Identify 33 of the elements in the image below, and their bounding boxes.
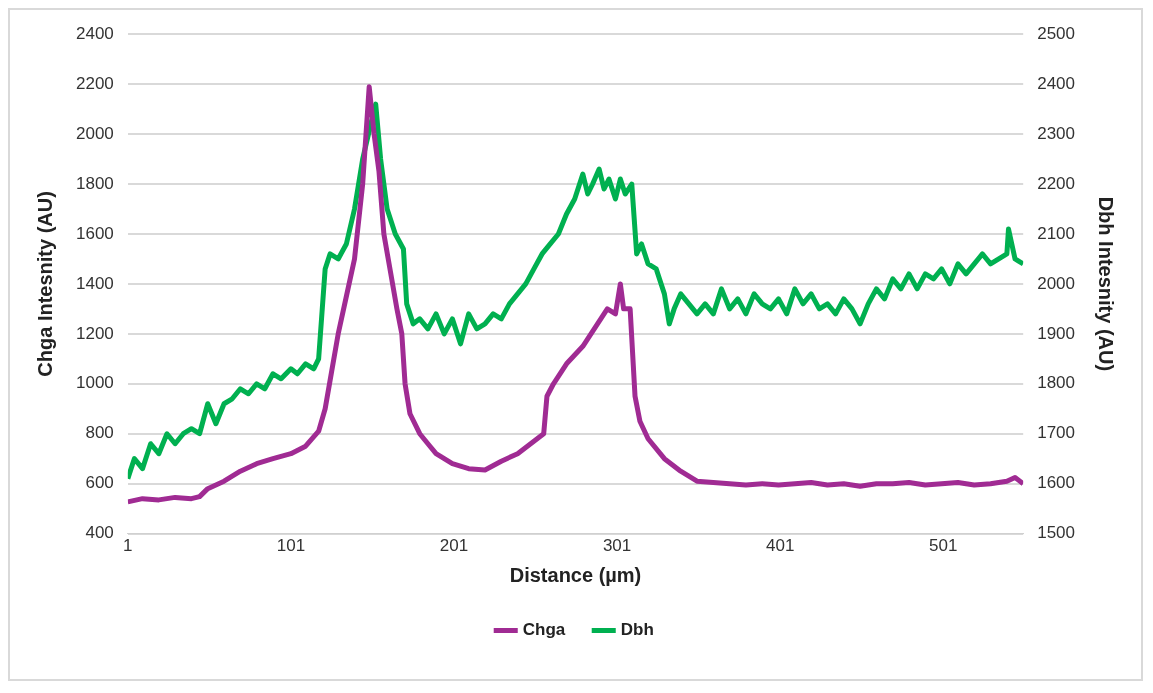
y-tick-label: 800 [85,423,114,443]
y2-axis-title: Dbh Intesnity (AU) [1095,196,1118,372]
y2-tick-label: 2400 [1037,73,1076,93]
y2-tick-label: 2100 [1037,223,1076,243]
y2-tick-label: 2200 [1037,173,1076,193]
x-tick-label: 501 [929,536,958,556]
y-tick-label: 600 [85,473,114,493]
y-axis-title: Chga Intesnity (AU) [33,191,56,377]
y-tick-label: 1400 [75,273,114,293]
y-tick-label: 1000 [75,373,114,393]
y-tick-label: 400 [85,523,114,543]
y2-tick-label: 2500 [1037,23,1076,43]
y-tick-label: 2200 [75,73,114,93]
y2-tick-label: 1900 [1037,323,1076,343]
x-tick-label: 301 [602,536,632,556]
y2-tick-label: 1600 [1037,473,1076,493]
y-tick-label: 2400 [75,23,114,43]
x-tick-label: 401 [765,536,795,556]
legend-label: Dbh [620,620,654,640]
y2-tick-label: 2000 [1037,273,1076,293]
x-axis-title: Distance (µm) [509,563,642,586]
y-tick-label: 1200 [75,323,114,343]
y2-tick-label: 2300 [1037,123,1076,143]
x-tick-label: 101 [276,536,306,556]
y-tick-label: 1600 [75,223,114,243]
legend-label: Chga [522,620,566,640]
y-tick-label: 2000 [75,123,114,143]
y2-tick-label: 1700 [1037,423,1076,443]
y2-tick-label: 1800 [1037,373,1076,393]
y-tick-label: 1800 [75,173,114,193]
y2-tick-label: 1500 [1037,523,1076,543]
x-tick-label: 1 [123,536,133,556]
x-tick-label: 201 [439,536,469,556]
